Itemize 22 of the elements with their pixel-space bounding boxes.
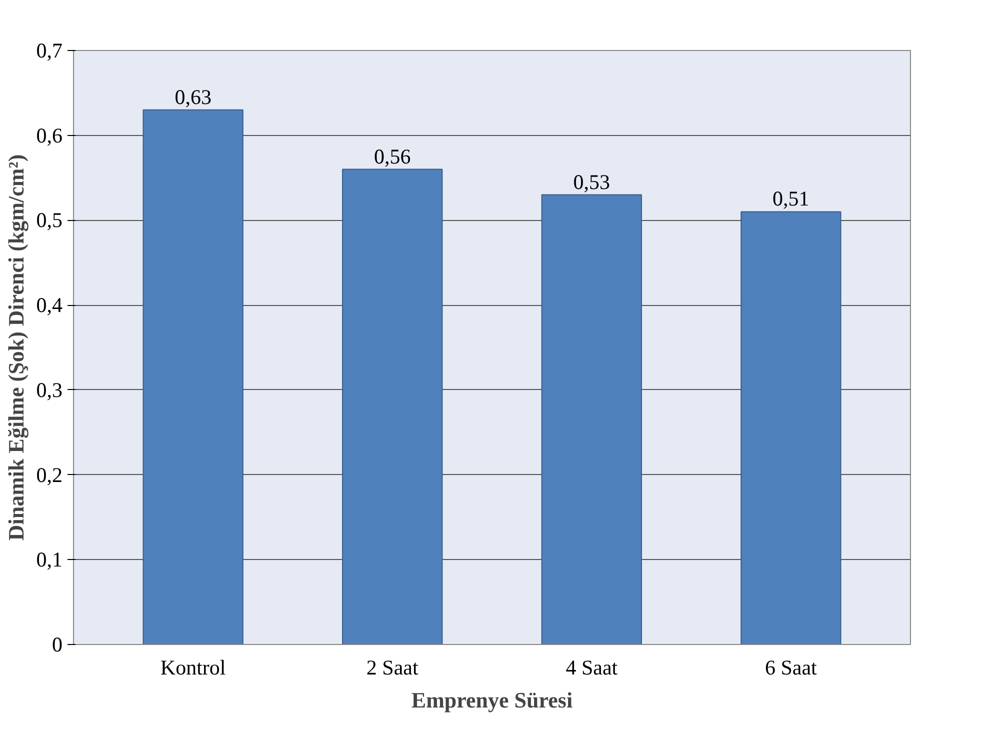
y-tick-label: 0,1 <box>36 548 62 572</box>
data-label: 0,53 <box>573 170 610 194</box>
x-axis-title: Emprenye Süresi <box>411 688 573 712</box>
y-tick-label: 0 <box>52 632 62 656</box>
y-tick-label: 0,2 <box>36 462 62 487</box>
y-axis-title: Dinamik Eğilme (Şok) Direnci (kgm/cm²) <box>3 154 28 541</box>
x-tick-label: 2 Saat <box>366 656 418 680</box>
data-label: 0,51 <box>772 186 810 211</box>
bar <box>740 211 842 644</box>
bar <box>541 194 642 644</box>
x-tick-label: 4 Saat <box>566 656 618 680</box>
y-tick-label: 0,7 <box>36 38 62 62</box>
y-tick-label: 0,4 <box>36 293 63 318</box>
y-tick-label: 0,3 <box>36 378 62 402</box>
x-tick-label: 6 Saat <box>764 656 818 680</box>
bar <box>342 168 443 644</box>
x-tick-label: Kontrol <box>160 656 226 680</box>
data-label: 0,63 <box>174 84 212 109</box>
data-label: 0,56 <box>374 144 411 168</box>
bar <box>142 109 244 644</box>
y-tick-label: 0,5 <box>36 208 62 232</box>
y-tick-label: 0,6 <box>36 123 62 148</box>
